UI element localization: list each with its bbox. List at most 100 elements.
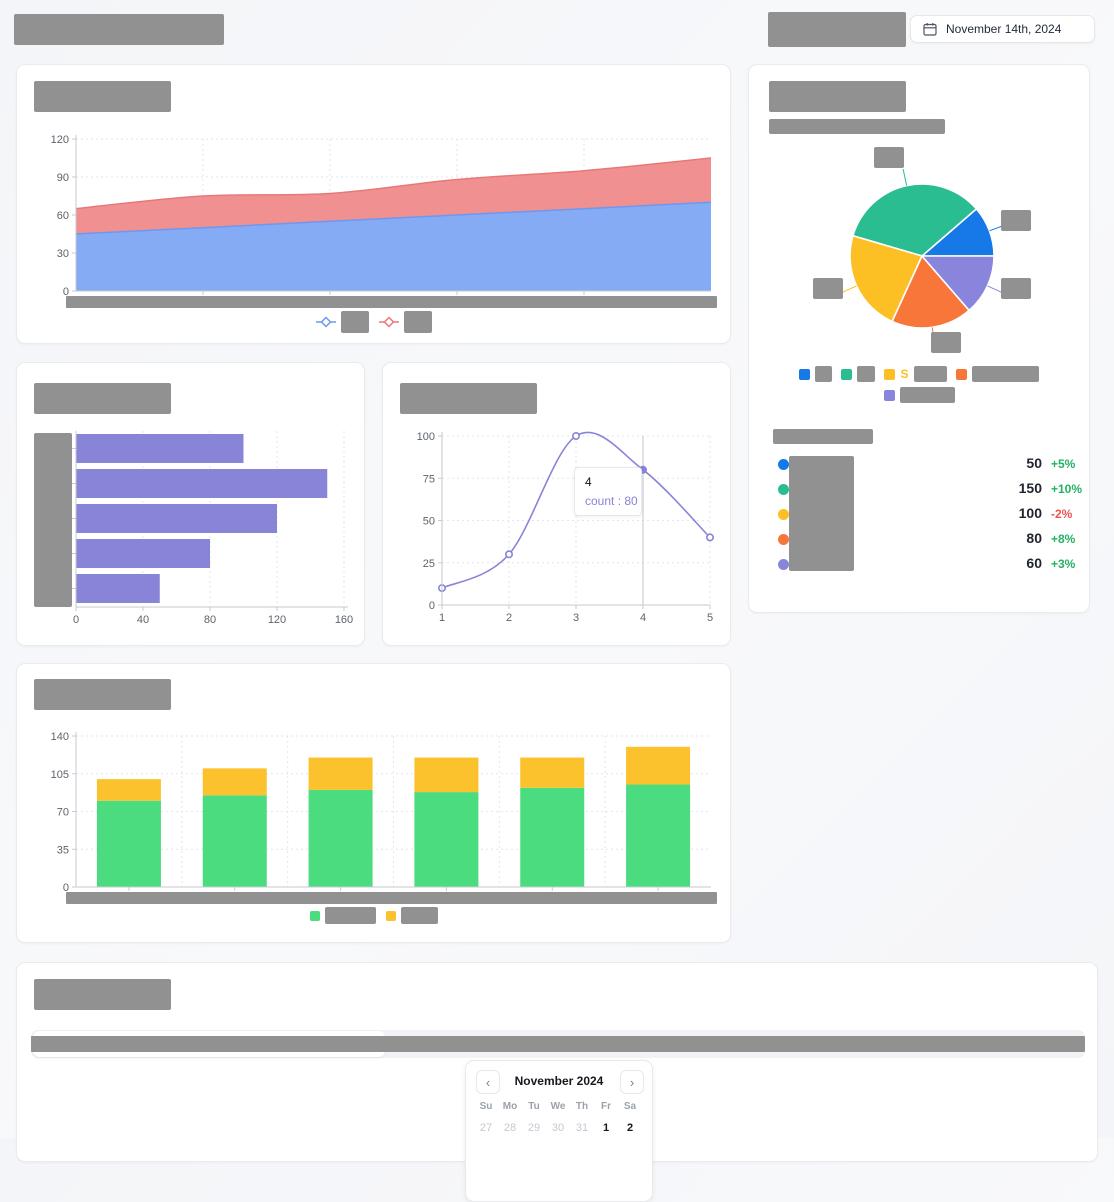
calendar-day[interactable]: 28 [503,1122,517,1134]
bar-segment-green[interactable] [520,787,585,887]
legend-label-redacted [400,907,438,924]
calendar-day[interactable]: 2 [626,1122,634,1134]
legend-label-redacted [403,311,432,333]
calendar-next-button[interactable]: › [620,1070,644,1094]
stats-labels-redacted [789,456,854,571]
bar-segment-yellow[interactable] [308,757,373,790]
stacked-bar-chart[interactable]: 0 35 70 105 140 [17,664,732,944]
legend-label-redacted [324,907,376,924]
svg-text:75: 75 [423,473,435,485]
svg-text:3: 3 [573,612,579,624]
area-chart[interactable]: 0 30 60 90 120 [17,65,732,345]
calendar-day[interactable]: 31 [575,1122,589,1134]
calendar-day[interactable]: 1 [602,1122,610,1134]
card-title-redacted [769,81,906,112]
legend-item[interactable] [799,366,833,382]
bar-segment-yellow[interactable] [626,746,691,785]
pie-slice[interactable] [891,254,971,329]
bar-segment-yellow[interactable] [202,768,267,796]
calendar-days-row: 27 28 29 30 31 1 2 [474,1119,642,1137]
legend-item[interactable] [378,311,432,333]
pie-label-redacted [1001,210,1031,231]
card-title-redacted [34,383,171,414]
stat-change: -2% [1051,507,1073,521]
bar-segment-yellow[interactable] [520,757,585,788]
legend-swatch-icon [309,910,320,921]
calendar-prev-button[interactable]: ‹ [476,1070,500,1094]
area-chart-legend [17,311,730,333]
legend-swatch-icon [799,368,811,380]
legend-item[interactable] [883,387,955,403]
bar-chart-card: 0 40 80 120 160 [16,362,365,646]
header-right-label-redacted [768,12,906,47]
legend-item[interactable] [315,311,369,333]
bar-segment-green[interactable] [96,800,161,887]
card-title-redacted [400,383,537,414]
legend-swatch-icon [385,910,396,921]
bar-segment-yellow[interactable] [96,779,161,801]
data-point[interactable] [505,550,514,559]
calendar-day[interactable]: 30 [551,1122,565,1134]
stat-change: +5% [1051,457,1076,471]
stat-row: 60 +3% [749,552,1089,577]
stacked-bar-card: 0 35 70 105 140 [16,663,731,943]
pie-label-redacted [1001,278,1031,299]
stat-row: 100 -2% [749,502,1089,527]
card-title-redacted [34,679,171,710]
legend-item[interactable]: S [884,366,947,382]
legend-label-redacted [899,387,955,403]
stat-dot-icon [778,534,789,545]
stacked-bar-legend [17,907,730,924]
legend-item[interactable] [841,366,876,382]
calendar-weekday: Sa [623,1100,637,1112]
svg-text:0: 0 [63,286,69,298]
svg-text:40: 40 [137,614,149,626]
bar[interactable] [76,574,160,603]
svg-text:0: 0 [73,614,79,626]
svg-text:60: 60 [57,210,69,222]
svg-text:80: 80 [204,614,216,626]
svg-text:0: 0 [63,882,69,894]
bar[interactable] [76,434,244,463]
data-point[interactable] [705,533,714,542]
stat-value: 50 [1026,455,1042,471]
area-chart-card: 0 30 60 90 120 [16,64,731,344]
date-picker-button[interactable]: November 14th, 2024 [910,15,1095,43]
legend-swatch-icon [884,368,896,380]
pie-slice[interactable] [849,234,924,323]
data-point[interactable] [572,432,581,441]
bar[interactable] [76,539,210,568]
legend-item[interactable] [385,907,438,924]
bar-segment-green[interactable] [626,784,691,887]
calendar-day[interactable]: 27 [479,1122,493,1134]
pie-chart[interactable] [749,65,1091,425]
pie-slice[interactable] [851,183,978,257]
line-chart[interactable]: 0 25 50 75 100 1 2 3 4 5 [383,363,732,647]
horizontal-bar-chart[interactable]: 0 40 80 120 160 [17,363,366,647]
legend-label-redacted [857,366,876,382]
legend-item[interactable] [955,366,1039,382]
calendar-weekday: We [550,1100,566,1112]
pie-label-redacted [874,147,904,168]
svg-text:140: 140 [51,731,69,743]
stat-row: 80 +8% [749,527,1089,552]
calendar-day[interactable]: 29 [527,1122,541,1134]
bar-segment-yellow[interactable] [414,757,479,793]
legend-label-redacted [913,366,947,382]
pie-slice[interactable] [920,255,995,312]
legend-swatch-icon [883,389,895,401]
line-chart-card: 0 25 50 75 100 1 2 3 4 5 4 count : 80 [382,362,731,646]
page-title-redacted [14,14,224,45]
bar-segment-green[interactable] [202,795,267,887]
stat-dot-icon [778,459,789,470]
bar[interactable] [76,504,277,533]
svg-text:4: 4 [640,612,646,624]
bar[interactable] [76,469,328,498]
bar-segment-green[interactable] [308,789,373,887]
bar-segment-green[interactable] [414,792,479,887]
stat-value: 100 [1018,505,1042,521]
stat-value: 60 [1026,555,1042,571]
svg-text:105: 105 [51,769,69,781]
legend-swatch-icon [841,368,853,380]
legend-item[interactable] [309,907,376,924]
